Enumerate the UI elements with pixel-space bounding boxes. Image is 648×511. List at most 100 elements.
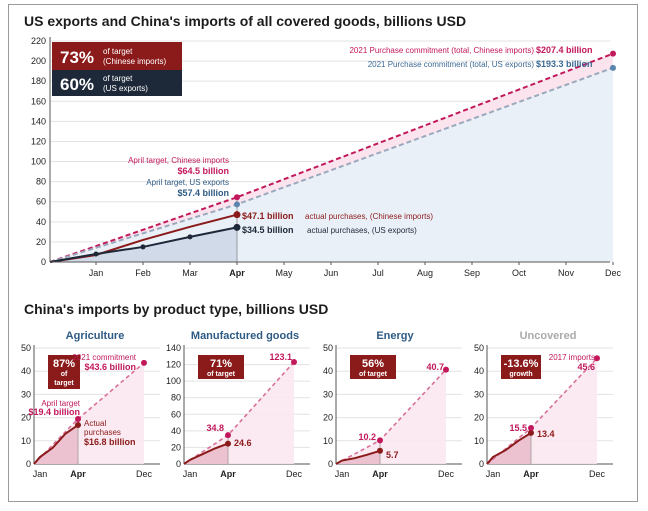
panel-0-badge-bg xyxy=(48,355,80,389)
panel-2-ytick-50: 50 xyxy=(323,343,333,353)
badge-chinese-pct: 73% xyxy=(60,48,94,67)
panel-2-target-value: 10.2 xyxy=(358,432,376,442)
panel-3-badge-bg xyxy=(501,355,541,379)
april-cn-text: April target, Chinese imports xyxy=(128,156,229,165)
top-area-us-target xyxy=(50,67,613,262)
top-point-us-target-dec xyxy=(610,64,616,71)
top-line-cn-target xyxy=(49,52,614,263)
top-ytick-100: 100 xyxy=(31,157,46,167)
panel-0-target-value: $19.4 billion xyxy=(28,407,80,417)
top-xtick-Nov: Nov xyxy=(558,268,575,278)
panel-0-ytick-10: 10 xyxy=(21,436,31,446)
panel-0-line-target xyxy=(33,362,145,465)
panel-3-ytick-50: 50 xyxy=(474,343,484,353)
actual-cn-text: actual purchases, (Chinese imports) xyxy=(305,212,433,221)
panel-0-ytick-50: 50 xyxy=(21,343,31,353)
panel-3-xtick-Apr: Apr xyxy=(523,469,539,479)
panel-1: Manufactured goods 0 20 40 60 80 100 120 140 Jan A… xyxy=(166,330,310,479)
panel-2-ytick-0: 0 xyxy=(328,459,333,469)
panel-1-ytick-0: 0 xyxy=(176,459,181,469)
panel-1-ytick-20: 20 xyxy=(171,442,181,452)
badge-us-pct: 60% xyxy=(60,75,94,94)
panel-3-point-target xyxy=(528,425,534,432)
panel-0-xtick-Dec: Dec xyxy=(136,469,153,479)
panel-0-ytick-0: 0 xyxy=(26,459,31,469)
panel-0-point-commit xyxy=(141,359,147,366)
badge-us-text1: of target xyxy=(103,74,133,83)
top-ytick-80: 80 xyxy=(36,177,46,187)
top-xtick-May: May xyxy=(275,268,293,278)
panel-3-area-target xyxy=(487,358,597,464)
panel-1-ytick-80: 80 xyxy=(171,393,181,403)
badge-chinese-bg xyxy=(52,42,182,70)
top-ytick-200: 200 xyxy=(31,56,46,66)
panel-1-badge-bg xyxy=(198,355,244,379)
panel-2-badge-text1: of target xyxy=(359,371,388,378)
panel-0-actual-value: $16.8 billion xyxy=(84,437,136,447)
panel-3-ytick-10: 10 xyxy=(474,436,484,446)
commit-us-text: 2021 Purchase commitment (total, US expo… xyxy=(368,60,535,69)
top-xtick-Oct: Oct xyxy=(512,268,527,278)
panel-0-point-actual xyxy=(75,422,81,429)
top-point-us-actual-Mar xyxy=(187,234,193,240)
panel-2-point-target xyxy=(377,437,383,444)
panel-2-badge-pct: 56% xyxy=(362,358,384,370)
panel-2-point-actual xyxy=(377,447,383,454)
top-ytick-140: 140 xyxy=(31,116,46,126)
top-chart-title: US exports and China's imports of all co… xyxy=(24,13,467,29)
panel-0-commit-value: $43.6 billion xyxy=(84,362,136,372)
top-point-us-actual-Apr xyxy=(233,223,241,231)
panel-1-area-actual xyxy=(184,443,228,464)
panel-2-xtick-Jan: Jan xyxy=(335,469,350,479)
top-ytick-180: 180 xyxy=(31,76,46,86)
panel-3-line-actual xyxy=(486,432,532,465)
panel-1-ytick-120: 120 xyxy=(166,360,181,370)
panel-title-3: Uncovered xyxy=(520,330,577,342)
top-point-us-actual-Feb xyxy=(140,244,146,250)
panel-1-point-actual xyxy=(225,440,231,447)
top-xtick-Aug: Aug xyxy=(417,268,433,278)
top-point-cn-target-dec xyxy=(610,50,616,57)
panel-0-ytick-40: 40 xyxy=(21,366,31,376)
panel-3: Uncovered 0 10 20 30 40 50 Jan Apr Dec -13.6%growt… xyxy=(474,330,613,479)
top-ytick-20: 20 xyxy=(36,237,46,247)
top-xtick-Sep: Sep xyxy=(464,268,480,278)
top-xtick-Jan: Jan xyxy=(89,268,104,278)
panel-2-xtick-Dec: Dec xyxy=(438,469,455,479)
panel-3-commit-text: 2017 imports xyxy=(549,353,595,362)
panel-3-ytick-20: 20 xyxy=(474,413,484,423)
panel-1-point-commit xyxy=(291,359,297,366)
bottom-chart-title: China's imports by product type, billion… xyxy=(24,301,329,317)
top-ytick-160: 160 xyxy=(31,96,46,106)
panel-title-1: Manufactured goods xyxy=(191,330,299,342)
top-xtick-Jun: Jun xyxy=(324,268,339,278)
top-xtick-Mar: Mar xyxy=(182,268,198,278)
panel-2-ytick-10: 10 xyxy=(323,436,333,446)
top-ytick-40: 40 xyxy=(36,217,46,227)
top-point-cn-actual-Apr xyxy=(233,211,241,219)
commit-us-value: $193.3 billion xyxy=(536,59,593,69)
panel-0-ytick-30: 30 xyxy=(21,389,31,399)
top-point-cn-target-apr xyxy=(234,194,240,201)
panel-3-xtick-Jan: Jan xyxy=(486,469,501,479)
panel-0-badge-pct: 87% xyxy=(53,358,75,370)
panel-2-ytick-40: 40 xyxy=(323,366,333,376)
panel-0-target-text: April target xyxy=(41,399,80,408)
commit-cn-text: 2021 Purchase commitment (total, Chinese… xyxy=(349,46,534,55)
panel-title-2: Energy xyxy=(376,330,414,342)
top-ytick-0: 0 xyxy=(41,257,46,267)
top-point-us-target-apr xyxy=(234,201,240,208)
actual-us-text: actual purchases, (US exports) xyxy=(307,226,417,235)
panel-2-xtick-Apr: Apr xyxy=(372,469,388,479)
badge-chinese-text2: (Chinese imports) xyxy=(103,57,166,66)
panel-1-badge-pct: 71% xyxy=(210,358,232,370)
panel-2-badge-bg xyxy=(350,355,396,379)
top-axes: 0 20 40 60 80 100 120 140 160 180 200 220 Jan Feb Mar A… xyxy=(31,36,622,278)
panel-1-area-target xyxy=(184,362,294,464)
panel-1-target-value: 34.8 xyxy=(206,423,224,433)
panel-1-point-target xyxy=(225,432,231,439)
top-xtick-Dec: Dec xyxy=(605,268,622,278)
panel-1-xtick-Apr: Apr xyxy=(220,469,236,479)
panel-2-area-target xyxy=(336,369,446,464)
